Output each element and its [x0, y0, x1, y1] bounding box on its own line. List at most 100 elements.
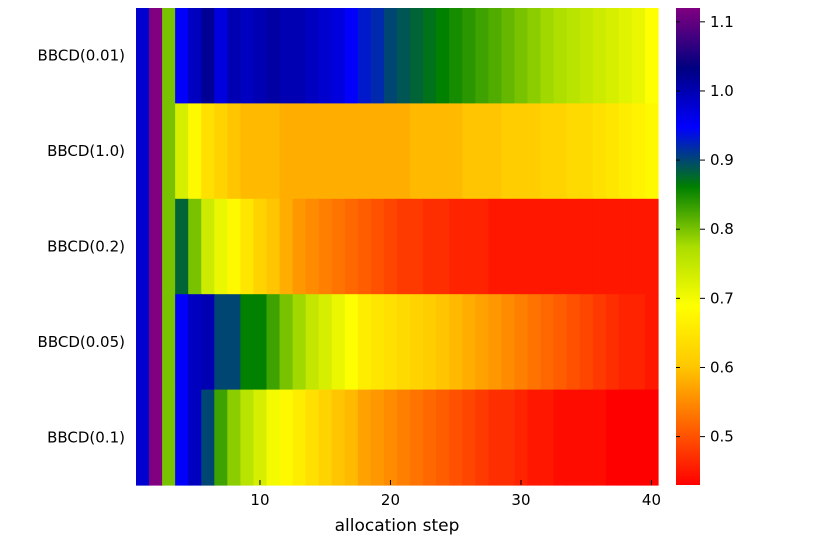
heatmap-cell — [436, 103, 450, 200]
heatmap-cell — [579, 103, 594, 200]
heatmap-cell — [566, 103, 581, 200]
heatmap-cell — [357, 389, 372, 486]
heatmap-cell — [318, 8, 333, 104]
heatmap-cell — [357, 103, 372, 200]
x-axis-label: allocation step — [335, 516, 460, 536]
heatmap-cell — [514, 389, 529, 486]
heatmap-cell — [214, 294, 228, 391]
heatmap-cell — [449, 8, 463, 104]
heatmap-cell — [592, 389, 607, 486]
heatmap-cell — [149, 294, 163, 391]
heatmap-cell — [514, 294, 529, 391]
row-label: BBCD(1.0) — [47, 142, 125, 160]
heatmap-cell — [462, 8, 476, 104]
heatmap-cell — [631, 8, 646, 104]
heatmap-cell — [175, 389, 189, 486]
heatmap-cell — [501, 103, 516, 200]
heatmap-cell — [292, 103, 307, 200]
heatmap-cell — [410, 389, 424, 486]
heatmap-cell — [253, 8, 268, 104]
heatmap-cell — [436, 294, 450, 391]
heatmap-cell — [553, 198, 568, 295]
heatmap-cell — [553, 389, 568, 486]
heatmap-cell — [279, 8, 294, 104]
heatmap-cell — [253, 198, 268, 295]
heatmap-cell — [253, 294, 268, 391]
heatmap-cell — [344, 8, 359, 104]
heatmap-cell — [344, 294, 359, 391]
heatmap-cell — [227, 8, 241, 104]
heatmap-cell — [227, 103, 241, 200]
heatmap-cell — [201, 198, 215, 295]
heatmap-cell — [618, 389, 633, 486]
heatmap-cell — [318, 198, 333, 295]
colorbar-tick-label: 0.9 — [710, 151, 734, 169]
heatmap-cell — [357, 198, 372, 295]
heatmap-cell — [136, 8, 150, 104]
heatmap-cell — [305, 103, 320, 200]
heatmap-cell — [488, 198, 502, 295]
heatmap-cell — [631, 198, 646, 295]
heatmap-cell — [592, 198, 607, 295]
heatmap-cell — [592, 8, 607, 104]
heatmap-cell — [592, 294, 607, 391]
heatmap-cell — [240, 389, 255, 486]
colorbar-tick-label: 0.6 — [710, 358, 734, 376]
heatmap-cell — [331, 103, 346, 200]
heatmap-cell — [279, 389, 294, 486]
heatmap-cell — [344, 198, 359, 295]
heatmap-cell — [214, 103, 228, 200]
colorbar-tick-label: 0.5 — [710, 428, 734, 446]
heatmap-cell — [240, 8, 255, 104]
heatmap-cell — [175, 8, 189, 104]
heatmap-cell — [553, 8, 568, 104]
x-tick-label: 30 — [511, 491, 530, 509]
heatmap-cell — [592, 103, 607, 200]
heatmap-cell — [631, 389, 646, 486]
heatmap-cell — [475, 103, 489, 200]
heatmap-cell — [162, 389, 176, 486]
heatmap-cell — [383, 389, 398, 486]
heatmap-cell — [527, 8, 542, 104]
heatmap-cell — [344, 389, 359, 486]
heatmap-cell — [279, 198, 294, 295]
heatmap-cell — [514, 198, 529, 295]
heatmap-cell — [423, 294, 437, 391]
heatmap-cell — [279, 294, 294, 391]
heatmap-cell — [279, 103, 294, 200]
heatmap-cell — [370, 294, 385, 391]
heatmap-cell — [331, 389, 346, 486]
x-tick-label: 20 — [381, 491, 400, 509]
heatmap-cell — [423, 8, 437, 104]
heatmap-cell — [553, 294, 568, 391]
heatmap-cell — [449, 389, 463, 486]
heatmap-cell — [292, 294, 307, 391]
heatmap-cell — [397, 389, 411, 486]
row-label: BBCD(0.1) — [47, 428, 125, 446]
heatmap-cell — [201, 8, 215, 104]
colorbar-tick-label: 1.1 — [710, 13, 734, 31]
heatmap-cell — [566, 198, 581, 295]
heatmap-cell — [188, 294, 202, 391]
heatmap-cell — [370, 8, 385, 104]
heatmap-cell — [540, 389, 555, 486]
heatmap-cell — [357, 294, 372, 391]
heatmap-cell — [370, 389, 385, 486]
heatmap-cell — [501, 8, 516, 104]
heatmap-cell — [501, 198, 516, 295]
heatmap-cell — [644, 103, 659, 200]
heatmap-cell — [266, 389, 281, 486]
heatmap-cell — [605, 294, 620, 391]
heatmap-cell — [579, 294, 594, 391]
heatmap-cell — [175, 103, 189, 200]
heatmap-cell — [488, 389, 502, 486]
heatmap-cell — [462, 103, 476, 200]
heatmap-cell — [253, 389, 268, 486]
heatmap-cell — [423, 389, 437, 486]
heatmap-cell — [605, 198, 620, 295]
heatmap-cell — [305, 198, 320, 295]
heatmap-cell — [605, 103, 620, 200]
heatmap-cell — [331, 294, 346, 391]
heatmap-cell — [214, 8, 228, 104]
